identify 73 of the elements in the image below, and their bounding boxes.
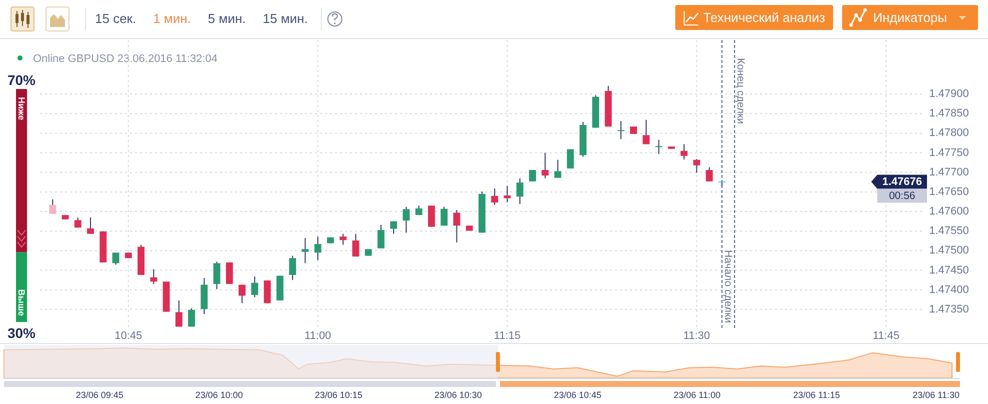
x-tick-label: 23/06 10:45 (554, 390, 602, 400)
y-tick-label: 1.47800 (929, 127, 969, 140)
data-label: 70% (7, 72, 36, 88)
text: Online GBPUSD 23.06.2016 11:32:04 (33, 53, 218, 65)
candlestick (529, 170, 536, 182)
candlestick (642, 119, 650, 145)
candlestick (566, 148, 574, 169)
candlestick (390, 220, 398, 234)
series-label: Ниже (16, 97, 26, 120)
candlestick (402, 206, 410, 234)
x-tick-label: 11:15 (494, 330, 521, 342)
candlestick (112, 252, 120, 266)
candlestick (352, 233, 360, 258)
y-tick-label: 1.47650 (929, 186, 969, 198)
ref-line-label: Начало сделки (722, 250, 734, 324)
y-tick-label: 1.47850 (929, 108, 969, 120)
x-tick-label: 23/06 11:00 (674, 390, 721, 400)
candlestick (238, 284, 246, 304)
text: Технический анализ (703, 10, 826, 25)
candlestick (706, 166, 713, 182)
candlestick (655, 139, 662, 154)
candlestick (87, 216, 94, 234)
candlestick (453, 209, 460, 243)
candlestick (542, 152, 549, 179)
y-tick-label: 1.47750 (929, 146, 969, 159)
annotation: 1.47676 (882, 176, 922, 188)
y-tick-label: 1.47450 (929, 264, 969, 276)
candlestick (314, 236, 322, 261)
y-tick-label: 1.47600 (929, 206, 969, 218)
data-label: 30% (7, 325, 36, 341)
x-tick-label: 23/06 09:45 (76, 390, 124, 400)
candlestick (226, 262, 233, 284)
y-tick-label: 1.47550 (929, 225, 969, 238)
x-tick-label: 11:30 (683, 330, 710, 342)
candlestick (491, 188, 498, 206)
y-tick-label: 1.47700 (929, 166, 969, 178)
candlestick (213, 261, 220, 290)
candlestick (49, 198, 56, 214)
candlestick (428, 205, 435, 228)
x-tick-label: 11:00 (304, 330, 332, 342)
y-tick-label: 1.47350 (929, 303, 969, 316)
text: 5 мин. (208, 11, 246, 26)
candlestick (378, 224, 384, 249)
y-tick-label: 1.47900 (929, 88, 969, 100)
candlestick (617, 120, 624, 140)
candlestick (693, 158, 700, 174)
candlestick (680, 144, 688, 160)
x-tick-label: 23/06 11:15 (793, 390, 840, 400)
text: 15 мин. (262, 11, 308, 26)
candlestick (175, 300, 182, 328)
candlestick (188, 308, 196, 328)
y-tick-label: 1.47500 (929, 244, 969, 257)
candlestick (251, 276, 258, 298)
x-tick-label: 23/06 10:00 (195, 390, 243, 400)
candlestick (340, 233, 347, 246)
y-tick-label: 1.47400 (929, 284, 969, 296)
text: 1 мин. (153, 11, 191, 26)
candlestick (516, 178, 524, 205)
candlestick (554, 159, 562, 178)
text: Индикаторы (873, 10, 948, 25)
candlestick (150, 268, 158, 284)
candlestick (302, 238, 309, 264)
x-tick-label: 10:45 (114, 330, 142, 342)
x-tick-label: 23/06 11:30 (912, 390, 960, 400)
text: 15 сек. (95, 11, 136, 26)
x-tick-label: 23/06 10:30 (434, 390, 482, 400)
ref-line-label: Конец сделки (734, 58, 747, 124)
x-tick-label: 23/06 10:15 (314, 390, 362, 400)
candlestick (289, 255, 296, 281)
candlestick (440, 206, 448, 226)
series-label: Выше (16, 289, 26, 316)
x-tick-label: 11:45 (872, 330, 900, 342)
annotation: 00:56 (888, 190, 916, 202)
